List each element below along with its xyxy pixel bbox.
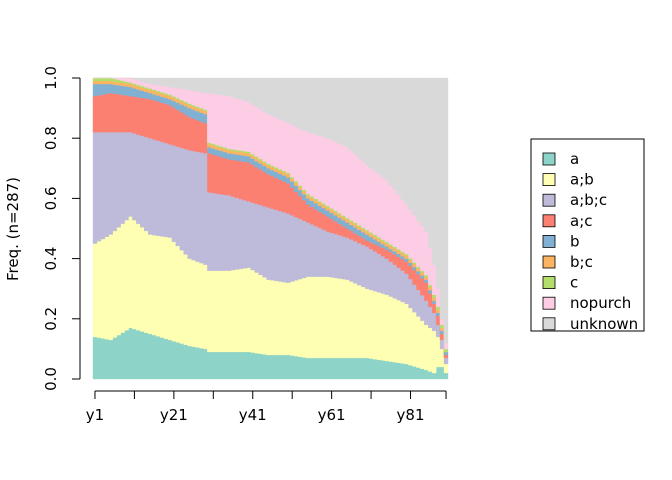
y-tick-label: 0.2	[42, 307, 60, 331]
x-tick-label: y21	[160, 406, 188, 424]
legend-swatch	[542, 255, 556, 269]
legend-label: a	[570, 150, 579, 168]
legend-swatch	[542, 214, 556, 228]
legend-swatch	[542, 152, 556, 166]
legend-swatch	[542, 193, 556, 207]
legend-label: a;b	[570, 171, 594, 189]
legend-label: b;c	[570, 253, 593, 271]
y-tick-label: 0.6	[42, 186, 60, 210]
x-tick-label: y1	[86, 406, 104, 424]
y-tick-label: 0.4	[42, 247, 60, 271]
legend-swatch	[542, 317, 556, 331]
stacked-areas	[92, 77, 449, 380]
y-tick-label: 1.0	[42, 66, 60, 90]
y-tick-label: 0.8	[42, 126, 60, 150]
legend: a a;b a;b;c a;c b b;c c nopurch unknown	[530, 138, 645, 333]
x-tick-label: y61	[318, 406, 346, 424]
x-tick-label: y81	[397, 406, 425, 424]
legend-label: nopurch	[570, 294, 631, 312]
legend-swatch	[542, 296, 556, 310]
y-tick-label: 0.0	[42, 367, 60, 391]
legend-label: a;b;c	[570, 191, 607, 209]
x-axis: y1 y21 y41 y61 y81	[86, 390, 447, 424]
legend-label: a;c	[570, 212, 593, 230]
x-tick-label: y41	[239, 406, 267, 424]
legend-swatch	[542, 276, 556, 290]
legend-label: b	[570, 232, 580, 250]
legend-swatch	[542, 173, 556, 187]
y-axis-label: Freq. (n=287)	[4, 177, 22, 281]
legend-label: unknown	[570, 315, 638, 333]
y-axis: 0.0 0.2 0.4 0.6 0.8 1.0	[42, 66, 81, 391]
legend-label: c	[570, 274, 578, 292]
legend-swatch	[542, 234, 556, 248]
area-series-unknown	[93, 77, 449, 344]
